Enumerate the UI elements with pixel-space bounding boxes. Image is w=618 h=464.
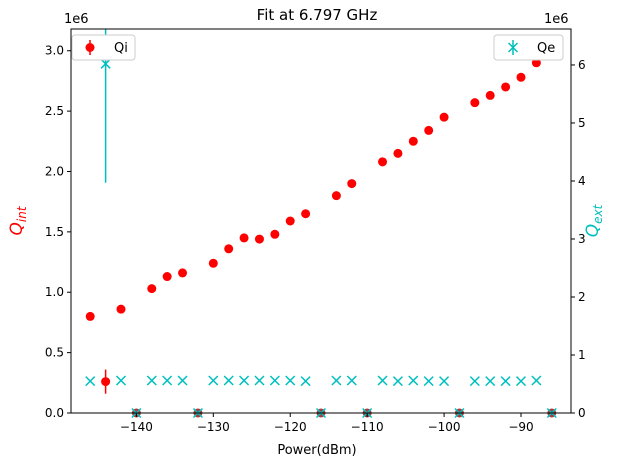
qi-point: [162, 272, 172, 282]
qe-point: [515, 376, 527, 387]
qe-point: [177, 375, 188, 386]
qe-point: [469, 376, 480, 387]
qe-point: [531, 375, 542, 386]
left-y-tick-label: 1.5: [45, 225, 64, 239]
qe-point: [285, 375, 296, 386]
qi-point: [147, 284, 157, 294]
qi-point: [331, 191, 341, 201]
qi-point: [439, 112, 449, 122]
qe-point: [300, 376, 311, 387]
x-tick-label: −120: [274, 420, 307, 434]
qe-point: [423, 376, 434, 387]
left-y-tick-label: 0.0: [45, 406, 64, 420]
qe-point: [254, 375, 265, 386]
x-tick-label: −90: [508, 420, 533, 434]
chart-title: Fit at 6.797 GHz: [257, 6, 378, 24]
qi-point: [85, 311, 95, 321]
legend-qi: Qi: [71, 34, 136, 61]
legend-qe-label: Qe: [537, 41, 555, 56]
qi-point: [285, 216, 295, 226]
left-y-tick-label: 3.0: [45, 44, 64, 58]
right-y-tick-label: 6: [578, 58, 586, 72]
qi-point: [424, 125, 434, 135]
legend-qi-marker: [85, 43, 95, 52]
qe-point: [346, 375, 357, 386]
qi-point: [347, 179, 357, 189]
qi-point: [208, 258, 218, 268]
qi-point: [408, 136, 418, 146]
qe-point: [146, 375, 157, 386]
qi-point: [178, 268, 188, 278]
qi-point: [224, 244, 234, 254]
right-y-tick-label: 5: [578, 116, 586, 130]
legend-qe-marker: [507, 42, 519, 53]
qi-point: [501, 82, 511, 92]
qe-point: [115, 375, 127, 386]
qi-point: [270, 229, 280, 239]
qe-point: [85, 376, 96, 387]
qi-point: [393, 148, 403, 158]
right-y-tick-label: 1: [578, 348, 586, 362]
legend-qe-frame: [493, 34, 564, 61]
qe-point: [408, 375, 419, 386]
right-y-tick-label: 2: [578, 290, 586, 304]
qi-point: [101, 377, 111, 387]
left-y-axis-label: Qint: [7, 205, 29, 235]
qe-point: [439, 376, 450, 387]
qe-point: [162, 375, 173, 386]
qe-point: [500, 376, 511, 387]
right-y-tick-label: 4: [578, 174, 586, 188]
qi-point: [239, 233, 249, 243]
qe-point: [392, 376, 403, 387]
qe-point: [100, 58, 111, 69]
x-tick-label: −130: [197, 420, 230, 434]
qe-point: [223, 375, 234, 386]
qi-point: [254, 234, 264, 244]
qe-point: [331, 375, 342, 386]
x-tick-label: −100: [428, 420, 461, 434]
legend-qi-label: Qi: [114, 41, 128, 56]
x-axis-label: Power(dBm): [277, 443, 356, 458]
legend-qi-frame: [71, 34, 136, 61]
qi-point: [516, 72, 526, 82]
right-y-axis-label-subscript: ext: [591, 203, 605, 223]
left-y-tick-label: 2.5: [45, 104, 64, 118]
qe-point: [485, 376, 496, 387]
ticks-layer: −140 −130 −120 −110 −100 −90 0.0 0.5 1.0 1.5 2.0 2.…: [45, 44, 586, 434]
left-y-tick-label: 2.0: [45, 164, 64, 178]
qe-point: [208, 375, 219, 386]
axes-frame: [70, 28, 572, 414]
qi-point: [470, 98, 480, 108]
x-tick-label: −140: [120, 420, 153, 434]
qi-point: [485, 90, 495, 100]
right-y-tick-label: 0: [578, 406, 586, 420]
right-y-axis-label: Qext: [583, 203, 605, 237]
legend-qe: Qe: [493, 34, 564, 61]
qe-point: [377, 375, 388, 386]
left-y-tick-label: 0.5: [45, 346, 64, 360]
qi-point: [378, 157, 388, 167]
left-y-axis-label-subscript: int: [15, 205, 29, 222]
left-y-tick-label: 1.0: [45, 285, 64, 299]
qi-point: [116, 304, 126, 314]
x-tick-label: −110: [351, 420, 384, 434]
right-axis-offset-label: 1e6: [544, 12, 569, 27]
qi-point: [301, 209, 311, 219]
left-axis-offset-label: 1e6: [64, 12, 89, 27]
qi-point: [531, 58, 541, 68]
qe-point: [239, 375, 250, 386]
right-y-tick-label: 3: [578, 232, 586, 246]
qe-point: [269, 375, 280, 386]
